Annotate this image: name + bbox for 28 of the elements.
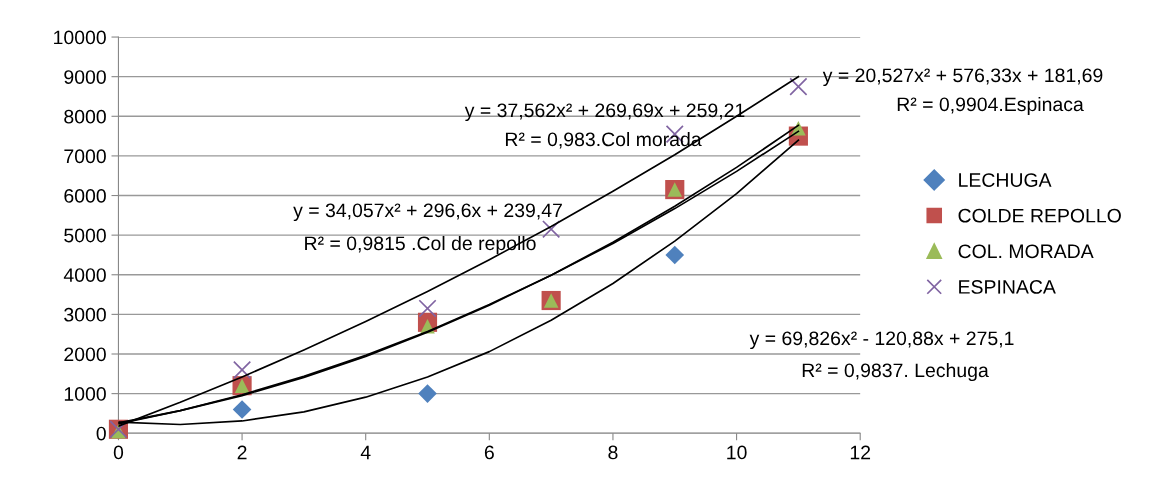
y-tick-label: 8000 (64, 109, 106, 124)
x-tick-label: 2 (237, 445, 247, 460)
y-tick-label: 7000 (64, 149, 106, 164)
y-tick-label: 10000 (54, 30, 106, 45)
annotation: R² = 0,9837. Lechuga (802, 362, 989, 382)
text: R² = 0,9904.Espinaca (897, 96, 1084, 116)
legend-label: COL. MORADA (958, 244, 1094, 259)
legend-label: ESPINACA (959, 280, 1056, 294)
legend-label: COLDE REPOLLO (958, 208, 1121, 223)
x-tick-label: 0 (113, 445, 124, 460)
y-tick-label: 6000 (64, 188, 106, 203)
x-tick-label: 6 (484, 445, 494, 460)
annotation: y = 69,826x² - 120,88x + 275,1 (749, 331, 1014, 350)
x-tick-label: 12 (850, 445, 871, 460)
x-tick-label: 8 (608, 445, 618, 460)
y-tick-label: 3000 (64, 307, 106, 322)
x-tick-label: 4 (360, 445, 371, 460)
y-tick-label: 4000 (63, 268, 106, 282)
y-tick-label: 1000 (64, 387, 106, 401)
annotation: y = 20,527x² + 576,33x + 181,69 (822, 68, 1103, 87)
y-tick-label: 5000 (64, 228, 106, 243)
annotation: y = 37,562x² + 269,69x + 259,21 (464, 103, 745, 122)
annotation: y = 34,057x² + 296,6x + 239,47 (293, 203, 562, 222)
legend-label: LECHUGA (959, 173, 1052, 187)
x-tick-label: 10 (727, 445, 747, 460)
y-tick-label: 0 (96, 426, 106, 441)
y-tick-label: 9000 (64, 70, 106, 84)
y-tick-label: 2000 (64, 347, 106, 362)
